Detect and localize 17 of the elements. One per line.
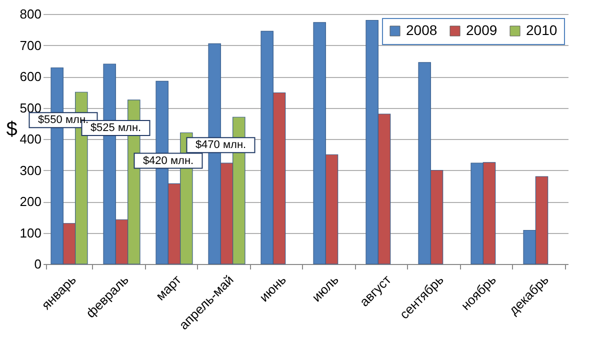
annotation: $525 млн.: [90, 122, 142, 134]
y-tick-label: 600: [20, 69, 42, 84]
legend-label: 2009: [466, 22, 498, 38]
annotation: $420 млн.: [142, 154, 194, 167]
annotation: $550 млн.: [38, 114, 89, 126]
y-axis-title: $: [6, 118, 18, 140]
y-tick-label: 200: [20, 194, 42, 209]
legend-label: 2010: [526, 22, 558, 38]
y-tick-label: 300: [20, 162, 42, 178]
y-tick-label: 400: [20, 132, 42, 146]
y-tick-label: 800: [20, 6, 42, 22]
y-tick-label: 500: [20, 100, 42, 116]
y-tick-label: 700: [20, 38, 42, 53]
y-tick-label: 100: [20, 225, 42, 240]
annotation: $470 млн.: [195, 139, 246, 152]
y-tick-label: 0: [34, 256, 42, 272]
legend-label: 2008: [406, 22, 438, 38]
